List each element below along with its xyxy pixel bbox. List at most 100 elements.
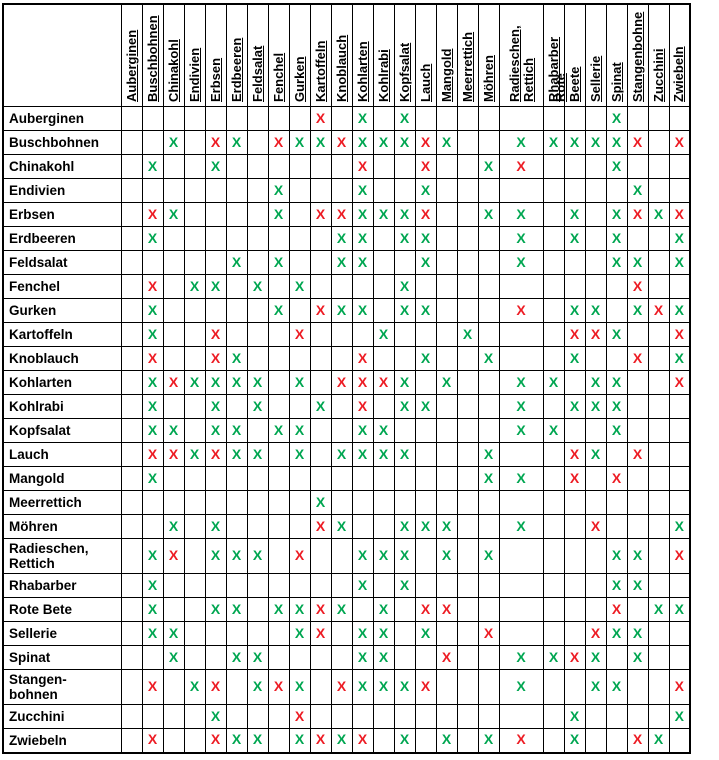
matrix-cell — [647, 154, 670, 179]
matrix-cell — [120, 178, 143, 203]
matrix-cell: X — [372, 538, 395, 574]
matrix-cell — [330, 346, 353, 371]
matrix-cell — [162, 322, 185, 347]
matrix-cell — [120, 514, 143, 539]
matrix-cell — [246, 597, 269, 622]
bad-companion-mark: X — [441, 600, 452, 617]
good-companion-mark: X — [357, 181, 368, 198]
matrix-cell: X — [605, 154, 628, 179]
matrix-cell: X — [351, 226, 374, 251]
matrix-cell: X — [626, 621, 649, 646]
matrix-cell — [456, 669, 479, 705]
matrix-cell: X — [668, 250, 691, 275]
matrix-cell — [225, 202, 248, 227]
matrix-cell — [330, 274, 353, 299]
good-companion-mark: X — [294, 373, 305, 390]
bad-companion-mark: X — [336, 205, 347, 222]
matrix-cell — [225, 274, 248, 299]
matrix-cell — [477, 178, 500, 203]
matrix-cell: X — [477, 442, 500, 467]
good-companion-mark: X — [516, 648, 526, 665]
matrix-cell: X — [605, 466, 628, 491]
matrix-cell: X — [204, 346, 227, 371]
row-header: Knoblauch — [2, 346, 122, 371]
matrix-cell — [120, 490, 143, 515]
good-companion-mark: X — [441, 133, 452, 150]
matrix-cell: X — [435, 514, 458, 539]
matrix-cell — [456, 538, 479, 574]
good-companion-mark: X — [210, 517, 221, 534]
matrix-cell: X — [372, 322, 395, 347]
matrix-cell: X — [330, 669, 353, 705]
good-companion-mark: X — [336, 253, 347, 270]
good-companion-mark: X — [168, 133, 179, 150]
matrix-cell: X — [563, 226, 586, 251]
table-row: Buschbohnen X X X X X X X X X X X X X X X X X X X — [2, 130, 691, 155]
bad-companion-mark: X — [632, 277, 643, 294]
matrix-cell: X — [605, 322, 628, 347]
matrix-cell — [563, 538, 586, 574]
good-companion-mark: X — [315, 397, 326, 414]
matrix-cell: X — [141, 322, 164, 347]
matrix-cell — [435, 322, 458, 347]
matrix-cell: X — [225, 370, 248, 395]
matrix-cell: X — [498, 418, 544, 443]
bad-companion-mark: X — [420, 157, 431, 174]
table-row: Gurken X X X X X X X X X X X X X — [2, 298, 691, 323]
matrix-cell — [435, 202, 458, 227]
matrix-cell — [267, 490, 290, 515]
matrix-cell — [647, 250, 670, 275]
matrix-cell — [141, 645, 164, 670]
matrix-cell — [120, 202, 143, 227]
matrix-cell: X — [498, 669, 544, 705]
matrix-cell — [120, 728, 143, 753]
matrix-cell — [435, 466, 458, 491]
matrix-cell — [372, 274, 395, 299]
good-companion-mark: X — [336, 731, 347, 748]
matrix-cell — [351, 490, 374, 515]
matrix-cell: X — [267, 178, 290, 203]
good-companion-mark: X — [231, 648, 242, 665]
matrix-cell: X — [477, 346, 500, 371]
good-companion-mark: X — [590, 648, 601, 665]
matrix-cell — [668, 274, 691, 299]
matrix-cell — [225, 394, 248, 419]
bad-companion-mark: X — [632, 205, 643, 222]
matrix-cell — [456, 704, 479, 729]
matrix-cell — [162, 466, 185, 491]
row-header: Rhabarber — [2, 573, 122, 598]
matrix-cell — [330, 394, 353, 419]
matrix-cell — [162, 298, 185, 323]
matrix-cell — [605, 704, 628, 729]
matrix-cell: X — [372, 442, 395, 467]
good-companion-mark: X — [315, 493, 326, 510]
matrix-cell — [225, 573, 248, 598]
good-companion-mark: X — [168, 205, 179, 222]
matrix-cell — [309, 178, 332, 203]
good-companion-mark: X — [611, 373, 622, 390]
bad-companion-mark: X — [210, 349, 221, 366]
bad-companion-mark: X — [420, 205, 431, 222]
matrix-cell: X — [498, 514, 544, 539]
matrix-cell: X — [351, 178, 374, 203]
matrix-cell — [162, 178, 185, 203]
matrix-cell: X — [351, 538, 374, 574]
bad-companion-mark: X — [168, 445, 179, 462]
good-companion-mark: X — [399, 205, 410, 222]
matrix-cell — [267, 394, 290, 419]
matrix-cell: X — [414, 154, 437, 179]
matrix-cell — [267, 442, 290, 467]
good-companion-mark: X — [516, 133, 526, 150]
matrix-cell — [563, 597, 586, 622]
matrix-cell: X — [330, 370, 353, 395]
matrix-cell: X — [668, 298, 691, 323]
good-companion-mark: X — [516, 205, 526, 222]
matrix-cell — [183, 538, 206, 574]
column-header-label: Knoblauch — [333, 34, 349, 102]
matrix-cell: X — [563, 298, 586, 323]
matrix-cell: X — [351, 154, 374, 179]
matrix-cell — [141, 704, 164, 729]
row-header: Radieschen, Rettich — [2, 538, 122, 574]
matrix-cell: X — [204, 370, 227, 395]
matrix-cell: X — [668, 704, 691, 729]
